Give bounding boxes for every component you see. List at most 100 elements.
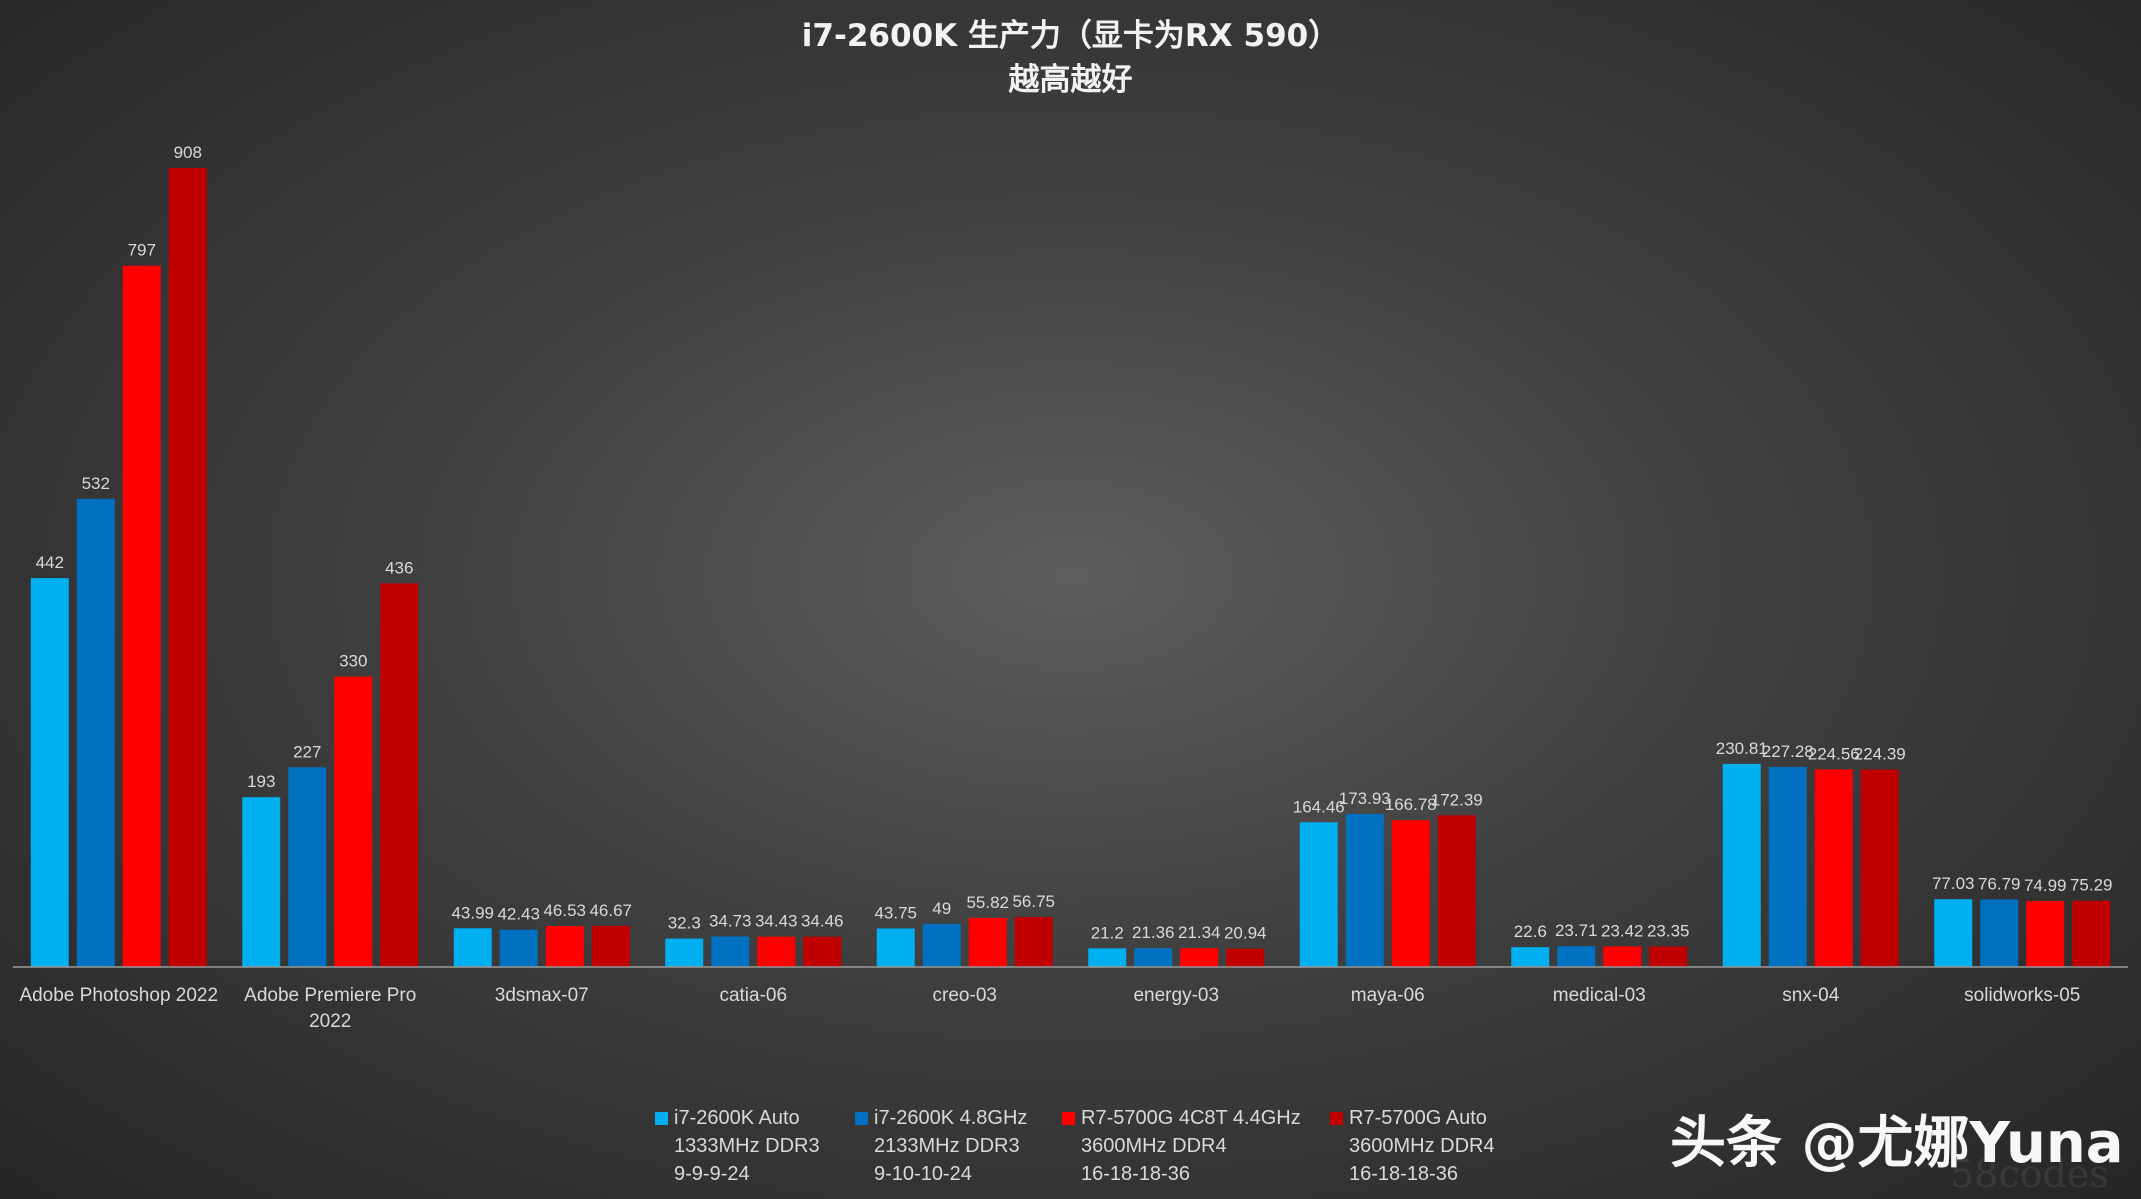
- bar-value-label: 330: [339, 652, 367, 671]
- category-label: Adobe Photoshop 2022: [19, 985, 218, 1006]
- bar: [334, 676, 373, 967]
- bar-value-label: 224.56: [1808, 744, 1860, 763]
- bar: [1391, 820, 1430, 967]
- bar-value-label: 227.28: [1762, 742, 1814, 761]
- category-label: medical-03: [1553, 985, 1646, 1006]
- category-labels-group: Adobe Photoshop 2022 Adobe Premiere Pro 20…: [19, 985, 2080, 1032]
- category-label: solidworks-05: [1964, 985, 2080, 1006]
- bar-value-label: 46.53: [543, 901, 586, 920]
- bar-value-label: 34.43: [755, 912, 798, 931]
- bar: [1299, 822, 1338, 967]
- legend-label-line: R7-5700G 4C8T 4.4GHz: [1081, 1107, 1301, 1129]
- legend-label: i7-2600K 4.8GHz 2133MHz DDR3 9-10-10-24: [874, 1104, 1027, 1188]
- bar: [1226, 948, 1265, 967]
- chart-title: i7-2600K 生产力（显卡为RX 590）: [801, 18, 1340, 54]
- bar: [2072, 900, 2111, 967]
- legend-label-line: i7-2600K 4.8GHz: [874, 1107, 1028, 1129]
- bar: [1345, 813, 1384, 967]
- bar-value-label: 75.29: [2070, 876, 2113, 895]
- bar: [1722, 763, 1761, 967]
- bar-value-label: 21.34: [1178, 923, 1221, 942]
- category-label: 2022: [309, 1011, 351, 1032]
- category-label: creo-03: [933, 985, 997, 1006]
- legend-label-line: i7-2600K Auto: [674, 1107, 800, 1129]
- legend-label-line: 2133MHz DDR3: [874, 1135, 1020, 1157]
- bar: [2026, 901, 2065, 967]
- bar: [803, 936, 842, 967]
- bar: [453, 928, 492, 967]
- bar-value-label: 164.46: [1293, 797, 1345, 816]
- category-label: snx-04: [1782, 985, 1839, 1006]
- legend-label-line: 9-10-10-24: [874, 1163, 972, 1185]
- bar: [757, 936, 796, 967]
- bar-value-label: 230.81: [1716, 739, 1768, 758]
- legend-label-line: 3600MHz DDR4: [1349, 1135, 1495, 1157]
- bar: [591, 925, 630, 967]
- legend-swatch: [855, 1112, 868, 1125]
- bar: [122, 265, 161, 967]
- legend-swatch: [1062, 1112, 1075, 1125]
- bar-value-label: 56.75: [1012, 892, 1055, 911]
- bar: [876, 928, 915, 967]
- bar: [1014, 917, 1053, 967]
- bar-value-label: 797: [128, 241, 156, 260]
- bar: [1557, 946, 1596, 967]
- bar: [1134, 948, 1173, 967]
- bar-value-label: 173.93: [1339, 789, 1391, 808]
- category-label: maya-06: [1351, 985, 1425, 1006]
- bar-value-label: 21.36: [1132, 923, 1175, 942]
- bar: [1814, 769, 1853, 967]
- category-label: energy-03: [1133, 985, 1219, 1006]
- bar: [545, 926, 584, 967]
- category-label: 3dsmax-07: [495, 985, 589, 1006]
- bar-value-label: 77.03: [1932, 874, 1975, 893]
- bars-group: [30, 168, 2111, 967]
- legend-label-line: R7-5700G Auto: [1349, 1107, 1487, 1129]
- bar: [1511, 947, 1550, 967]
- legend-label: i7-2600K Auto 1333MHz DDR3 9-9-9-24: [674, 1104, 820, 1188]
- bar-value-label: 227: [293, 742, 321, 761]
- legend-label-line: 16-18-18-36: [1349, 1163, 1458, 1185]
- bar: [380, 583, 419, 967]
- legend-label-line: 3600MHz DDR4: [1081, 1135, 1227, 1157]
- legend-label-line: 9-9-9-24: [674, 1163, 750, 1185]
- bar-value-label: 166.78: [1385, 795, 1437, 814]
- bar: [711, 936, 750, 967]
- bar-value-label: 76.79: [1978, 874, 2021, 893]
- bar-value-label: 34.46: [801, 912, 844, 931]
- bar-value-label: 22.6: [1514, 922, 1547, 941]
- category-label: catia-06: [719, 985, 787, 1006]
- bar: [1860, 769, 1899, 967]
- bar-value-label: 23.35: [1647, 921, 1690, 940]
- watermark-faint-text: 58codes: [1950, 1152, 2109, 1196]
- chart-subtitle: 越高越好: [1008, 62, 1133, 98]
- bar-value-label: 442: [36, 553, 64, 572]
- bar: [1180, 948, 1219, 967]
- legend-swatch: [655, 1112, 668, 1125]
- bar: [1649, 946, 1688, 967]
- bar-value-label: 43.99: [451, 903, 494, 922]
- bar-value-label: 436: [385, 558, 413, 577]
- bar-value-label: 49: [932, 899, 951, 918]
- legend-label: R7-5700G 4C8T 4.4GHz 3600MHz DDR4 16-18-18…: [1081, 1104, 1301, 1188]
- bar-value-label: 20.94: [1224, 924, 1267, 943]
- bar: [1768, 767, 1807, 967]
- bar: [968, 917, 1007, 967]
- bar-value-label: 193: [247, 772, 275, 791]
- bar-value-label: 23.71: [1555, 921, 1598, 940]
- bar: [30, 578, 69, 967]
- bar-value-label: 43.75: [874, 904, 917, 923]
- legend-label: R7-5700G Auto 3600MHz DDR4 16-18-18-36: [1349, 1104, 1495, 1188]
- bar-value-label: 74.99: [2024, 876, 2067, 895]
- bar: [665, 938, 704, 967]
- bar: [1437, 815, 1476, 967]
- bar-value-label: 55.82: [966, 893, 1009, 912]
- bar-value-label: 21.2: [1091, 923, 1124, 942]
- bar-value-label: 34.73: [709, 911, 752, 930]
- legend-label-line: 1333MHz DDR3: [674, 1135, 820, 1157]
- bar-value-label: 224.39: [1854, 745, 1906, 764]
- bar-value-label: 42.43: [497, 905, 540, 924]
- bar: [242, 797, 281, 967]
- bar: [288, 767, 327, 967]
